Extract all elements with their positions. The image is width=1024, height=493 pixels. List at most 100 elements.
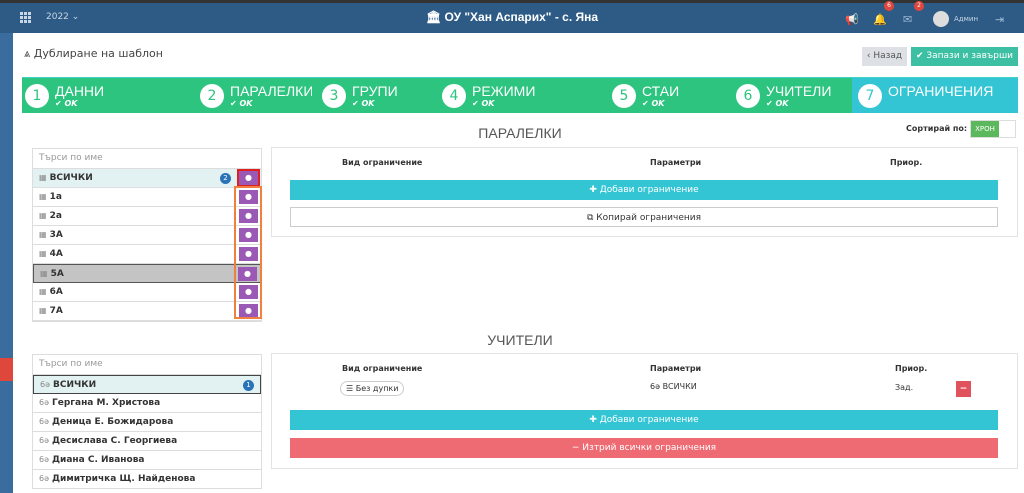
list-item-class[interactable]: ▦ 3А ● xyxy=(33,226,261,245)
save-label: Запази и завърши xyxy=(926,51,1014,61)
item-label: ВСИЧКИ xyxy=(49,173,93,183)
step-status-text: OK xyxy=(239,99,253,108)
class-icon: ▦ xyxy=(39,230,47,239)
messages-badge: 2 xyxy=(914,1,924,11)
add-constraint-button[interactable]: ✚ Добави ограничение xyxy=(290,410,998,430)
class-icon: ▦ xyxy=(39,211,47,220)
classes-search-input[interactable]: Търси по име xyxy=(33,149,261,169)
delete-all-constraints-button[interactable]: − Изтрий всички ограничения xyxy=(290,438,998,458)
classes-constraints-panel: Вид ограничение Параметри Приор. ✚ Добав… xyxy=(271,147,1018,237)
apps-grid-icon[interactable] xyxy=(20,12,31,23)
copy-label: Копирай ограничения xyxy=(596,213,702,223)
logout-icon[interactable]: ⇥ xyxy=(995,13,1005,26)
sidebar-active-item[interactable] xyxy=(0,358,13,381)
list-item-all[interactable]: 6ə ВСИЧКИ 1 xyxy=(33,375,261,394)
step-teachers[interactable]: 6 УЧИТЕЛИ ✔ OK xyxy=(736,82,846,110)
item-label: 4А xyxy=(49,249,63,259)
user-name[interactable]: Админ xyxy=(954,15,979,23)
sort-toggle[interactable]: ХРОН xyxy=(970,120,1016,138)
step-label: ПАРАЛЕЛКИ xyxy=(230,83,312,99)
col-priority: Приор. xyxy=(895,364,928,373)
item-label: 7А xyxy=(49,306,63,316)
robot-icon[interactable]: ● xyxy=(239,304,258,318)
mail-icon[interactable]: ✉ xyxy=(903,13,913,26)
remove-constraint-button[interactable]: − xyxy=(956,381,971,397)
robot-icon[interactable]: ● xyxy=(239,190,258,204)
list-item-teacher[interactable]: 6ə Диана С. Иванова xyxy=(33,451,261,470)
avatar[interactable] xyxy=(933,11,949,27)
list-item-teacher[interactable]: 6ə Гергана М. Христова xyxy=(33,394,261,413)
save-finish-button[interactable]: ✔ Запази и завърши xyxy=(911,47,1018,66)
teacher-icon: 6ə xyxy=(39,436,50,445)
robot-icon[interactable]: ● xyxy=(238,267,257,281)
item-label: 2а xyxy=(49,211,62,221)
step-modes[interactable]: 4 РЕЖИМИ ✔ OK xyxy=(442,82,602,110)
wizard-steps: 1 ДАННИ ✔ OK 2 ПАРАЛЕЛКИ ✔ OK 3 ГРУПИ ✔ OK 4 РЕ… xyxy=(22,77,1018,113)
teachers-search-input[interactable]: Търси по име xyxy=(33,355,261,375)
teachers-list: Търси по име 6ə ВСИЧКИ 1 6ə Гергана М. Хрис… xyxy=(32,354,262,489)
step-status: ✔ OK xyxy=(55,99,78,108)
back-button[interactable]: ‹ Назад xyxy=(862,47,907,66)
count-badge: 1 xyxy=(243,380,254,391)
class-icon: ▦ xyxy=(39,173,47,182)
list-item-class[interactable]: ▦ 4А ● xyxy=(33,245,261,264)
step-status-text: OK xyxy=(481,99,495,108)
class-icon: ▦ xyxy=(39,249,47,258)
add-label: Добави ограничение xyxy=(599,185,699,195)
add-label: Добави ограничение xyxy=(599,415,699,425)
teacher-icon: 6ə xyxy=(39,417,50,426)
megaphone-icon[interactable]: 📢 xyxy=(845,13,859,26)
step-rooms[interactable]: 5 СТАИ ✔ OK xyxy=(612,82,722,110)
robot-icon[interactable]: ● xyxy=(239,285,258,299)
step-classes[interactable]: 2 ПАРАЛЕЛКИ ✔ OK xyxy=(200,82,312,110)
step-status-text: OK xyxy=(775,99,789,108)
item-label: 5А xyxy=(50,269,64,279)
item-label: Димитричка Щ. Найденова xyxy=(52,474,196,484)
list-item-class[interactable]: ▦ 2а ● xyxy=(33,207,261,226)
step-status-text: OK xyxy=(651,99,665,108)
count-badge: 2 xyxy=(220,173,231,184)
list-item-class[interactable]: ▦ 6А ● xyxy=(33,283,261,302)
step-label: ОГРАНИЧЕНИЯ xyxy=(888,83,994,99)
year-selector[interactable]: 2022 ⌄ xyxy=(46,12,80,22)
step-number: 3 xyxy=(322,84,346,108)
top-bar: 2022 ⌄ 🏛 ОУ "Хан Аспарих" - с. Яна 📢 🔔 6… xyxy=(0,0,1024,33)
teacher-icon: 6ə xyxy=(39,398,50,407)
copy-constraints-button[interactable]: ⧉ Копирай ограничения xyxy=(290,207,998,227)
step-status: ✔ OK xyxy=(230,99,253,108)
class-icon: ▦ xyxy=(39,306,47,315)
constraint-param: ВСИЧКИ xyxy=(662,382,697,391)
list-item-class[interactable]: ▦ 1а ● xyxy=(33,188,261,207)
notifications-badge: 6 xyxy=(884,1,894,11)
teacher-icon: 6ə xyxy=(39,474,50,483)
item-label: 1а xyxy=(49,192,62,202)
step-data[interactable]: 1 ДАННИ ✔ OK xyxy=(25,82,195,110)
item-label: 3А xyxy=(49,230,63,240)
copy-icon: ⧉ xyxy=(586,213,594,223)
list-item-all[interactable]: ▦ ВСИЧКИ 2 ● xyxy=(33,169,261,188)
school-icon: 🏛 xyxy=(425,10,442,24)
step-status: ✔ OK xyxy=(766,99,789,108)
col-params: Параметри xyxy=(650,364,702,373)
list-item-teacher[interactable]: 6ə Деница Е. Божидарова xyxy=(33,413,261,432)
robot-icon[interactable]: ● xyxy=(239,228,258,242)
step-groups[interactable]: 3 ГРУПИ ✔ OK xyxy=(322,82,432,110)
col-type: Вид ограничение xyxy=(342,158,423,167)
item-label: Десислава С. Георгиева xyxy=(52,436,178,446)
teacher-icon: 6ə xyxy=(39,455,50,464)
item-label: ВСИЧКИ xyxy=(53,380,97,390)
list-item-class[interactable]: ▦ 7А ● xyxy=(33,302,261,321)
step-constraints[interactable]: 7 ОГРАНИЧЕНИЯ xyxy=(858,82,1018,110)
bell-icon[interactable]: 🔔 xyxy=(873,13,887,26)
step-status: ✔ OK xyxy=(472,99,495,108)
teacher-icon: 6ə xyxy=(40,380,51,389)
robot-icon[interactable]: ● xyxy=(237,169,260,187)
year-value: 2022 xyxy=(46,12,69,22)
robot-icon[interactable]: ● xyxy=(239,247,258,261)
constraint-priority: Зад. xyxy=(895,383,914,392)
list-item-teacher[interactable]: 6ə Десислава С. Георгиева xyxy=(33,432,261,451)
list-item-class[interactable]: ▦ 5А ● xyxy=(33,264,261,283)
list-item-teacher[interactable]: 6ə Димитричка Щ. Найденова xyxy=(33,470,261,489)
add-constraint-button[interactable]: ✚ Добави ограничение xyxy=(290,180,998,200)
robot-icon[interactable]: ● xyxy=(239,209,258,223)
